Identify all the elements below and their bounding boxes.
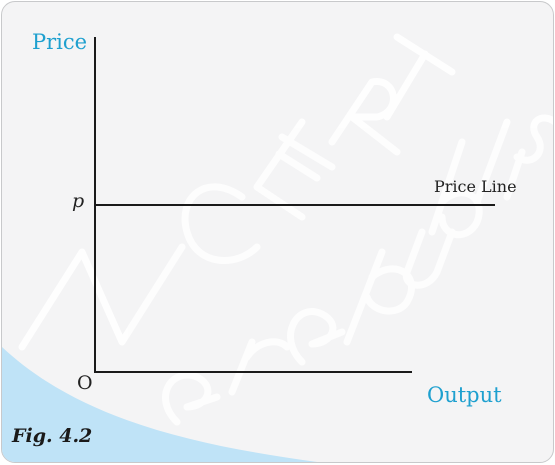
origin-label: O	[77, 372, 93, 394]
y-tick-label-p: p	[72, 190, 85, 212]
x-axis-label: Output	[427, 383, 502, 407]
figure-caption: Fig. 4.2	[12, 425, 93, 447]
y-axis-label: Price	[32, 30, 88, 54]
price-line-label: Price Line	[434, 177, 517, 196]
